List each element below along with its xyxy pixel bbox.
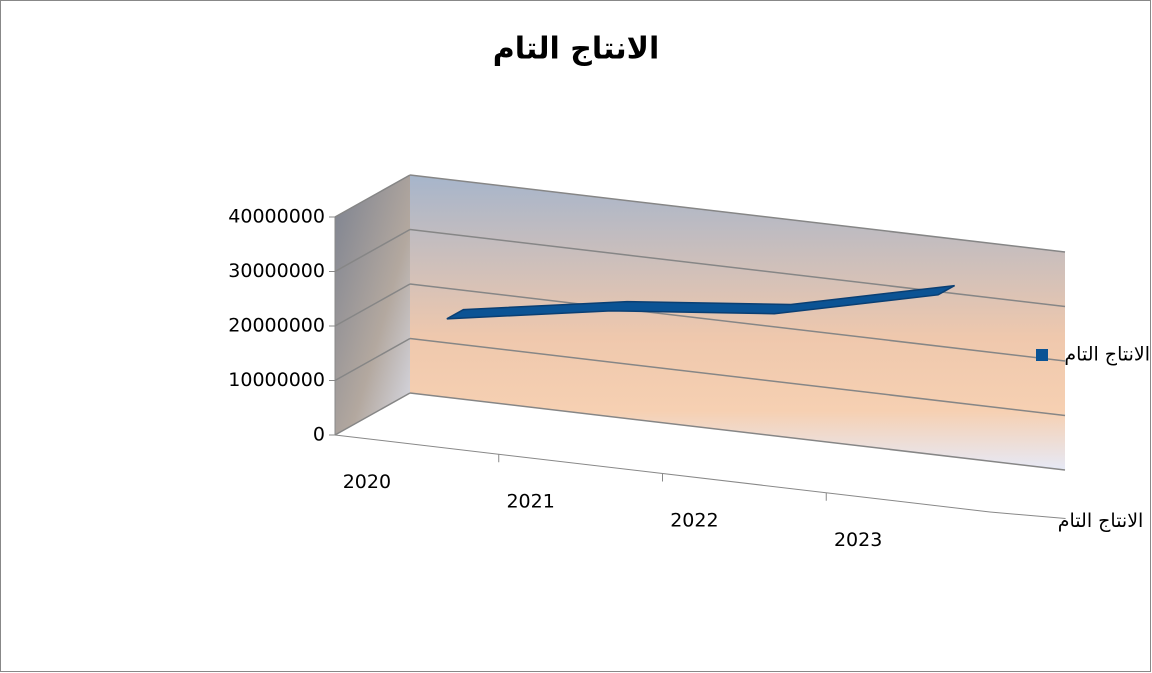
x-tick-label: 2022 (670, 510, 718, 532)
depth-tick-label: الانتاج التام (1058, 510, 1144, 532)
grid-line (334, 228, 411, 273)
line-ribbon (446, 284, 955, 320)
y-tick-label: 0 (313, 424, 325, 446)
plot-area: 0 10000000 20000000 30000000 40000000 2020 202… (228, 174, 1144, 551)
grid-line (334, 337, 411, 382)
y-tick-label: 10000000 (228, 369, 325, 391)
y-tick-label: 20000000 (228, 315, 325, 337)
x-tick-label: 2020 (343, 471, 391, 493)
grid-line (334, 174, 411, 218)
grid-line (334, 392, 411, 436)
grid-line (409, 392, 1066, 471)
y-tick-label: 40000000 (228, 206, 325, 228)
chart-title: الانتاج التام (493, 32, 660, 67)
grid-line (409, 337, 1066, 417)
x-tick-label: 2023 (834, 529, 882, 551)
grid-line (409, 283, 1066, 362)
legend-swatch (1036, 349, 1048, 361)
legend-label: الانتاج التام (1064, 344, 1150, 366)
depth-axis (989, 511, 1066, 520)
grid-line (409, 228, 1066, 308)
grid-line (334, 283, 411, 327)
y-tick-label: 30000000 (228, 260, 325, 282)
grid-line (409, 174, 1066, 253)
x-tick-label: 2021 (506, 490, 554, 512)
